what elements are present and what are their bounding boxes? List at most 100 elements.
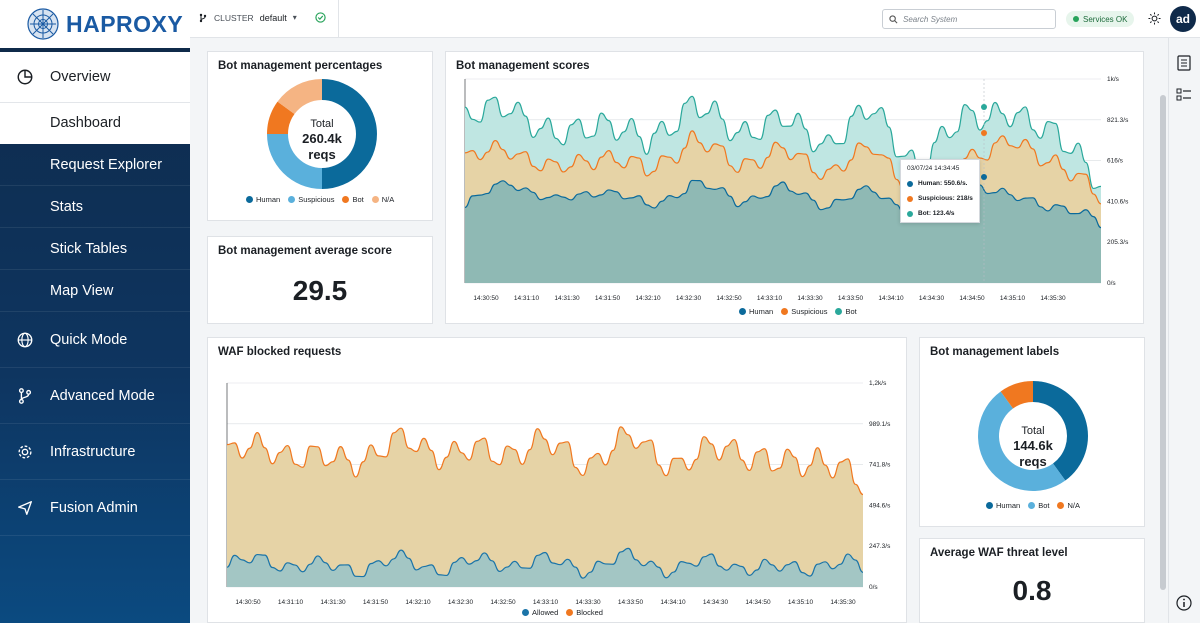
- sidebar-item-stick-tables[interactable]: Stick Tables: [0, 228, 190, 270]
- sun-icon[interactable]: [1148, 12, 1161, 25]
- legend-label: Human: [749, 307, 774, 316]
- x-tick-label: 14:34:50: [745, 599, 771, 606]
- legend-item[interactable]: Suspicious: [781, 307, 827, 316]
- send-icon: [0, 499, 50, 517]
- x-tick-label: 14:30:50: [473, 295, 499, 302]
- donut-slice-suspicious[interactable]: [267, 134, 322, 189]
- x-tick-label: 14:34:30: [703, 599, 729, 606]
- legend-label: Bot: [352, 195, 364, 204]
- tooltip-row: Bot: 123.4/s: [907, 210, 973, 217]
- donut-slice-human[interactable]: [322, 79, 377, 189]
- area-blocked[interactable]: [227, 426, 863, 587]
- donut-slice-na[interactable]: [277, 79, 322, 115]
- donut-total-label: Total: [310, 118, 334, 130]
- search-input[interactable]: Search System: [882, 9, 1056, 29]
- avatar[interactable]: ad: [1170, 6, 1196, 32]
- donut-total-unit: reqs: [308, 146, 336, 162]
- donut-slice-human[interactable]: [1033, 381, 1088, 481]
- y-tick-label: 741.8/s: [869, 462, 891, 469]
- y-tick-label: 247.3/s: [869, 543, 891, 550]
- legend-item[interactable]: Bot: [1028, 501, 1049, 510]
- sidebar-item-quick-mode[interactable]: Quick Mode: [0, 312, 190, 368]
- sidebar-item-label: Quick Mode: [50, 331, 128, 348]
- marker-bot[interactable]: [981, 104, 987, 110]
- donut-total-value: 144.6k: [1013, 438, 1053, 454]
- logo-text: HAPROXY: [66, 10, 184, 37]
- status-badge[interactable]: Services OK: [1066, 11, 1135, 27]
- x-tick-label: 14:31:10: [514, 295, 540, 302]
- sidebar-item-infrastructure[interactable]: Infrastructure: [0, 424, 190, 480]
- scrollbar[interactable]: [1160, 95, 1166, 590]
- legend-item[interactable]: Human: [986, 501, 1020, 510]
- tooltip-dot: [907, 210, 913, 217]
- chart-tooltip: 03/07/24 14:34:45 Human: 550.6/s. Suspic…: [900, 159, 980, 223]
- legend-item[interactable]: Blocked: [566, 608, 603, 617]
- marker-human[interactable]: [981, 174, 987, 180]
- legend-item[interactable]: Human: [739, 307, 773, 316]
- legend-swatch: [522, 609, 529, 616]
- legend-item[interactable]: Allowed: [522, 608, 558, 617]
- legend-label: Suspicious: [791, 307, 828, 316]
- legend-label: Allowed: [532, 608, 559, 617]
- sidebar-item-fusion-admin[interactable]: Fusion Admin: [0, 480, 190, 536]
- card-title: Bot management scores: [456, 60, 590, 72]
- x-tick-label: 14:33:50: [618, 599, 644, 606]
- legend-item[interactable]: Suspicious: [288, 195, 334, 204]
- tooltip-value: Suspicious: 218/s: [918, 195, 973, 202]
- line-suspicious: [464, 130, 1102, 205]
- marker-suspicious[interactable]: [981, 130, 987, 136]
- info-icon[interactable]: [1175, 594, 1193, 612]
- legend-item[interactable]: N/A: [1057, 501, 1080, 510]
- status-dot-icon: [1073, 16, 1079, 22]
- cluster-selector[interactable]: CLUSTER default ▾: [198, 12, 326, 23]
- document-icon[interactable]: [1175, 54, 1193, 72]
- legend-swatch: [371, 196, 379, 203]
- legend-item[interactable]: Human: [246, 195, 280, 204]
- bot-average-score-card: Bot management average score 29.5: [207, 236, 433, 324]
- bot-percentages-donut: [267, 79, 377, 189]
- legend-label: Bot: [1038, 501, 1050, 510]
- y-tick-label: 616/s: [1107, 158, 1124, 165]
- donut-slice-bot[interactable]: [978, 391, 1066, 491]
- donut-slice-bot[interactable]: [267, 101, 295, 134]
- x-tick-label: 14:35:30: [1040, 295, 1066, 302]
- donut-total-unit: reqs: [1019, 453, 1047, 469]
- legend-label: Human: [256, 195, 281, 204]
- donut-slice-na[interactable]: [1000, 381, 1033, 409]
- sidebar-item-label: Infrastructure: [50, 443, 136, 460]
- y-tick-label: 989.1/s: [869, 421, 891, 428]
- x-tick-label: 14:35:30: [830, 599, 856, 606]
- area-allowed[interactable]: [227, 548, 863, 587]
- x-tick-label: 14:33:10: [757, 295, 783, 302]
- waf-threat-card: Average WAF threat level 0.8: [919, 538, 1145, 623]
- legend-label: Suspicious: [298, 195, 335, 204]
- x-tick-label: 14:33:30: [797, 295, 823, 302]
- legend-swatch: [342, 196, 350, 203]
- chart-legend: Human Suspicious Bot N/A: [246, 195, 394, 204]
- search-placeholder: Search System: [903, 14, 958, 24]
- card-title: Bot management average score: [218, 245, 392, 257]
- sidebar-item-map-view[interactable]: Map View: [0, 270, 190, 312]
- haproxy-logo-icon: [27, 8, 59, 40]
- x-tick-label: 14:32:50: [716, 295, 742, 302]
- legend-item[interactable]: N/A: [371, 195, 394, 204]
- sidebar-item-request-explorer[interactable]: Request Explorer: [0, 144, 190, 186]
- x-tick-label: 14:34:10: [660, 599, 686, 606]
- legend-swatch: [986, 502, 993, 509]
- sidebar-item-dashboard[interactable]: Dashboard: [0, 102, 190, 144]
- sidebar-item-stats[interactable]: Stats: [0, 186, 190, 228]
- legend-item[interactable]: Bot: [342, 195, 364, 204]
- sidebar-item-overview[interactable]: Overview: [0, 52, 190, 102]
- cluster-value: default: [259, 12, 287, 23]
- x-tick-label: 14:32:50: [490, 599, 516, 606]
- x-tick-label: 14:34:10: [878, 295, 904, 302]
- legend-label: N/A: [1067, 501, 1080, 510]
- logo[interactable]: HAPROXY: [0, 0, 190, 52]
- x-tick-label: 14:31:50: [363, 599, 389, 606]
- x-tick-label: 14:35:10: [788, 599, 814, 606]
- card-title: Bot management percentages: [218, 60, 383, 72]
- tooltip-row: Suspicious: 218/s: [907, 195, 973, 202]
- legend-item[interactable]: Bot: [835, 307, 857, 316]
- checklist-icon[interactable]: [1175, 86, 1193, 104]
- sidebar-item-advanced-mode[interactable]: Advanced Mode: [0, 368, 190, 424]
